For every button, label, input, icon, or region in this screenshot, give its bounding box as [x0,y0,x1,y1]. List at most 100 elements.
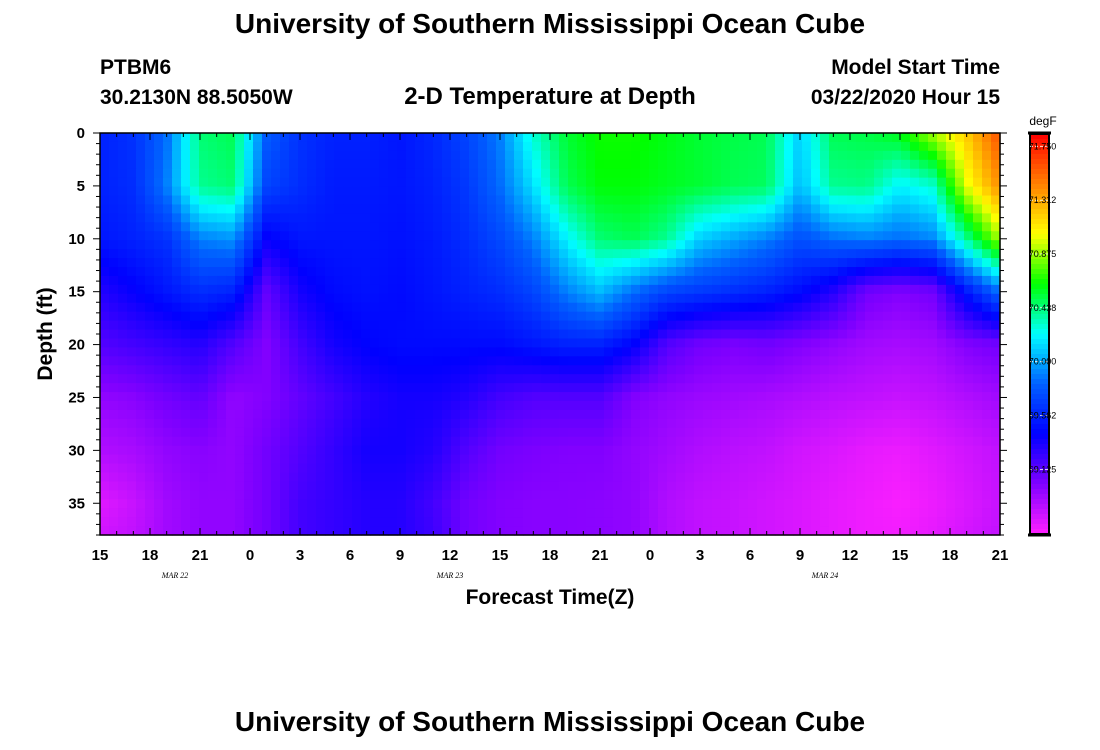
heatmap-cell [451,347,461,357]
heatmap-cell [739,186,749,197]
heatmap-cell [613,409,623,420]
heatmap-cell [469,293,479,304]
heatmap-cell [379,275,389,286]
heatmap-cell [190,392,200,402]
heatmap-cell [532,338,542,348]
heatmap-cell [640,267,650,277]
heatmap-cell [217,141,227,152]
heatmap-cell [883,454,893,465]
heatmap-cell [127,347,137,357]
heatmap-cell [478,517,488,527]
heatmap-cell [460,249,470,259]
heatmap-cell [703,168,713,179]
heatmap-cell [748,508,758,518]
heatmap-cell [109,454,119,465]
heatmap-cell [370,293,380,304]
heatmap-cell [469,320,479,331]
heatmap-cell [694,365,704,375]
heatmap-cell [181,401,191,411]
heatmap-cell [703,293,713,304]
heatmap-cell [397,347,407,357]
heatmap-cell [730,311,740,322]
colorbar-segment [1030,414,1049,420]
heatmap-cell [811,150,821,161]
heatmap-cell [397,249,407,259]
heatmap-cell [271,374,281,384]
heatmap-cell [298,320,308,331]
heatmap-cell [262,481,272,491]
heatmap-cell [901,526,911,536]
heatmap-cell [622,508,632,518]
heatmap-cell [271,436,281,447]
heatmap-cell [730,418,740,429]
heatmap-cell [154,141,164,152]
heatmap-cell [892,409,902,420]
heatmap-cell [955,267,965,277]
heatmap-cell [181,320,191,331]
chart-title: 2-D Temperature at Depth [404,83,696,110]
heatmap-cell [136,159,146,170]
heatmap-cell [937,293,947,304]
heatmap-cell [640,240,650,250]
heatmap-cell [982,150,992,161]
heatmap-cell [550,374,560,384]
heatmap-cell [910,517,920,527]
heatmap-cell [847,231,857,241]
heatmap-cell [712,204,722,214]
heatmap-cell [190,231,200,241]
heatmap-cell [496,231,506,241]
heatmap-cell [433,526,443,536]
heatmap-cell [829,409,839,420]
heatmap-cell [622,249,632,259]
heatmap-cell [523,168,533,179]
heatmap-cell [973,141,983,152]
heatmap-cell [388,472,398,482]
heatmap-cell [649,150,659,161]
heatmap-cell [190,463,200,474]
heatmap-cell [487,267,497,277]
heatmap-cell [127,383,137,393]
heatmap-cell [532,275,542,286]
heatmap-cell [505,311,515,322]
heatmap-cell [586,141,596,152]
heatmap-cell [757,463,767,474]
heatmap-cell [505,418,515,429]
heatmap-cell [937,133,947,143]
heatmap-cell [343,517,353,527]
heatmap-cell [559,383,569,393]
heatmap-cell [559,374,569,384]
heatmap-cell [739,311,749,322]
heatmap-cell [388,436,398,447]
heatmap-cell [838,392,848,402]
heatmap-cell [298,302,308,313]
heatmap-cell [343,150,353,161]
heatmap-cell [550,445,560,456]
heatmap-cell [136,267,146,277]
heatmap-cell [145,481,155,491]
heatmap-cell [541,311,551,322]
heatmap-cell [172,213,182,223]
heatmap-cell [442,347,452,357]
heatmap-cell [307,249,317,259]
heatmap-cell [244,302,254,313]
x-date-label: MAR 24 [811,571,838,580]
heatmap-cell [730,275,740,286]
heatmap-cell [847,392,857,402]
heatmap-cell [991,195,1001,206]
heatmap-cell [964,302,974,313]
heatmap-cell [973,168,983,179]
heatmap-cell [784,204,794,214]
heatmap-cell [487,427,497,438]
heatmap-cell [478,445,488,456]
heatmap-cell [280,508,290,518]
heatmap-cell [127,284,137,295]
heatmap-cell [721,526,731,536]
heatmap-cell [811,347,821,357]
heatmap-cell [793,186,803,197]
heatmap-cell [478,258,488,268]
heatmap-cell [253,329,263,340]
heatmap-cell [703,356,713,366]
heatmap-cell [424,392,434,402]
heatmap-cell [991,445,1001,456]
heatmap-cell [109,392,119,402]
